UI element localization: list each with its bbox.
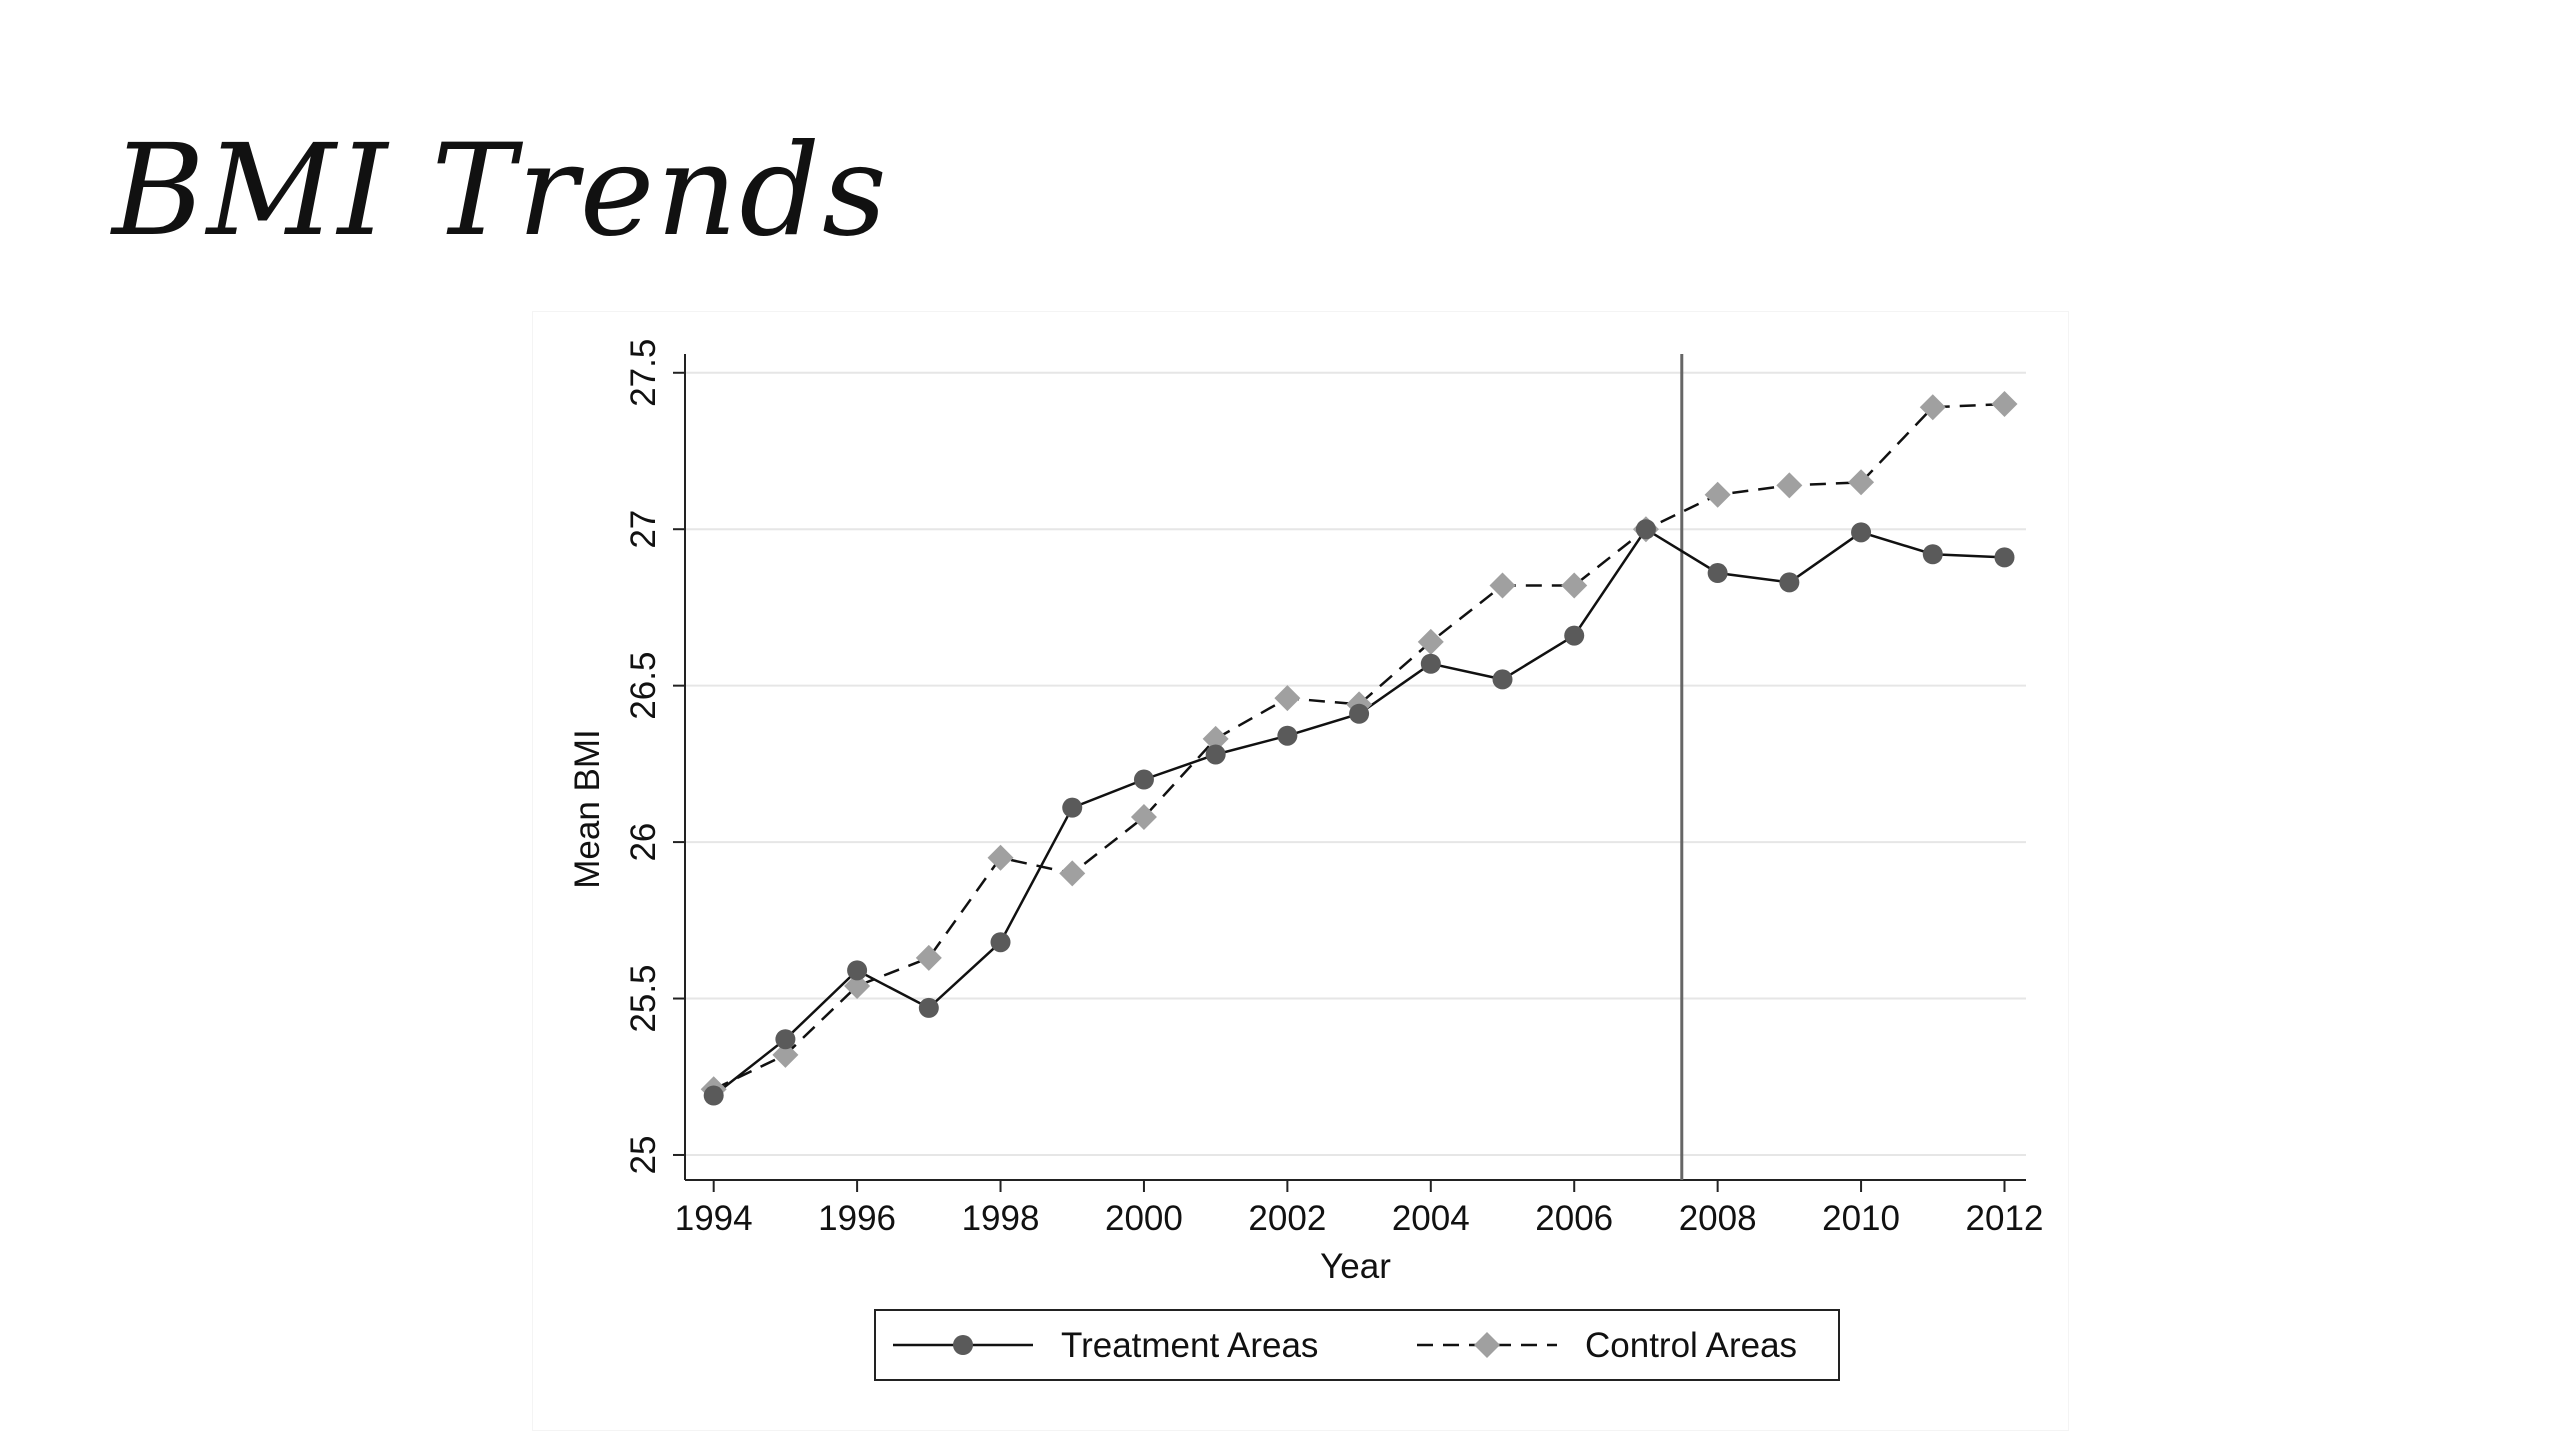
x-tick-label: 2004 (1392, 1199, 1470, 1238)
control-point (772, 1041, 799, 1068)
x-tick-label: 2008 (1679, 1199, 1757, 1238)
axes (673, 354, 2026, 1192)
legend-label-control: Control Areas (1585, 1326, 1797, 1365)
tick-labels: 25 25.5 26 26.5 27 27.5 1994 1996 1998 2000 2002 20… (568, 339, 2043, 1286)
control-point (1848, 469, 1875, 496)
control-point (1704, 481, 1731, 508)
treatment-point (1707, 563, 1728, 584)
y-tick-label: 25 (624, 1136, 663, 1175)
treatment-point (990, 932, 1011, 953)
control-point (1417, 628, 1444, 655)
treatment-point (1420, 653, 1441, 674)
treatment-point (1851, 522, 1872, 543)
treatment-point (1635, 519, 1656, 540)
y-tick-label: 26.5 (624, 652, 663, 720)
treatment-point (1205, 744, 1226, 765)
control-point (1130, 804, 1157, 831)
x-axis-title: Year (1320, 1247, 1391, 1286)
x-tick-label: 2000 (1105, 1199, 1183, 1238)
gridlines (685, 371, 2026, 1156)
treatment-point (1492, 669, 1513, 690)
control-point (1776, 472, 1803, 499)
treatment-point (1133, 769, 1154, 790)
control-point (1991, 391, 2018, 418)
treatment-point (1922, 544, 1943, 565)
control-point (1561, 572, 1588, 599)
control-point (1202, 725, 1229, 752)
chart-panel: 25 25.5 26 26.5 27 27.5 1994 1996 1998 2000 2002 20… (533, 312, 2068, 1430)
y-tick-label: 26 (624, 823, 663, 862)
control-point (1274, 685, 1301, 712)
treatment-point (775, 1029, 796, 1050)
series-line-control (713, 402, 2005, 1091)
control-point (915, 944, 942, 971)
control-point (1489, 572, 1516, 599)
treatment-point (1779, 572, 1800, 593)
y-tick-label: 27 (624, 510, 663, 549)
control-point (844, 973, 871, 1000)
x-tick-label: 2006 (1535, 1199, 1613, 1238)
treatment-point (918, 997, 939, 1018)
treatment-point (1994, 547, 2015, 568)
x-tick-label: 1994 (675, 1199, 753, 1238)
x-tick-label: 1996 (818, 1199, 896, 1238)
legend-marker-control (1474, 1332, 1500, 1358)
treatment-point (1564, 625, 1585, 646)
legend: Treatment Areas Control Areas (874, 1309, 1840, 1381)
treatment-point (847, 960, 868, 981)
y-axis-title: Mean BMI (568, 729, 607, 889)
treatment-point (703, 1085, 724, 1106)
x-tick-label: 2010 (1822, 1199, 1900, 1238)
series-markers (700, 391, 2018, 1106)
series-lines (712, 402, 2005, 1097)
treatment-point (1349, 703, 1370, 724)
treatment-point (1062, 797, 1083, 818)
x-tick-label: 2012 (1966, 1199, 2044, 1238)
control-point (1919, 394, 1946, 421)
series-line-treatment (712, 527, 2005, 1097)
slide-title: BMI Trends (112, 117, 889, 264)
legend-marker-treatment (953, 1335, 973, 1355)
control-point (1059, 860, 1086, 887)
x-tick-label: 1998 (962, 1199, 1040, 1238)
x-tick-label: 2002 (1248, 1199, 1326, 1238)
legend-label-treatment: Treatment Areas (1061, 1326, 1318, 1365)
bmi-trends-chart: 25 25.5 26 26.5 27 27.5 1994 1996 1998 2000 2002 20… (568, 339, 2043, 1381)
legend-box (874, 1309, 1840, 1381)
y-tick-label: 27.5 (624, 339, 663, 407)
y-tick-label: 25.5 (624, 964, 663, 1032)
treatment-point (1277, 725, 1298, 746)
control-point (987, 844, 1014, 871)
